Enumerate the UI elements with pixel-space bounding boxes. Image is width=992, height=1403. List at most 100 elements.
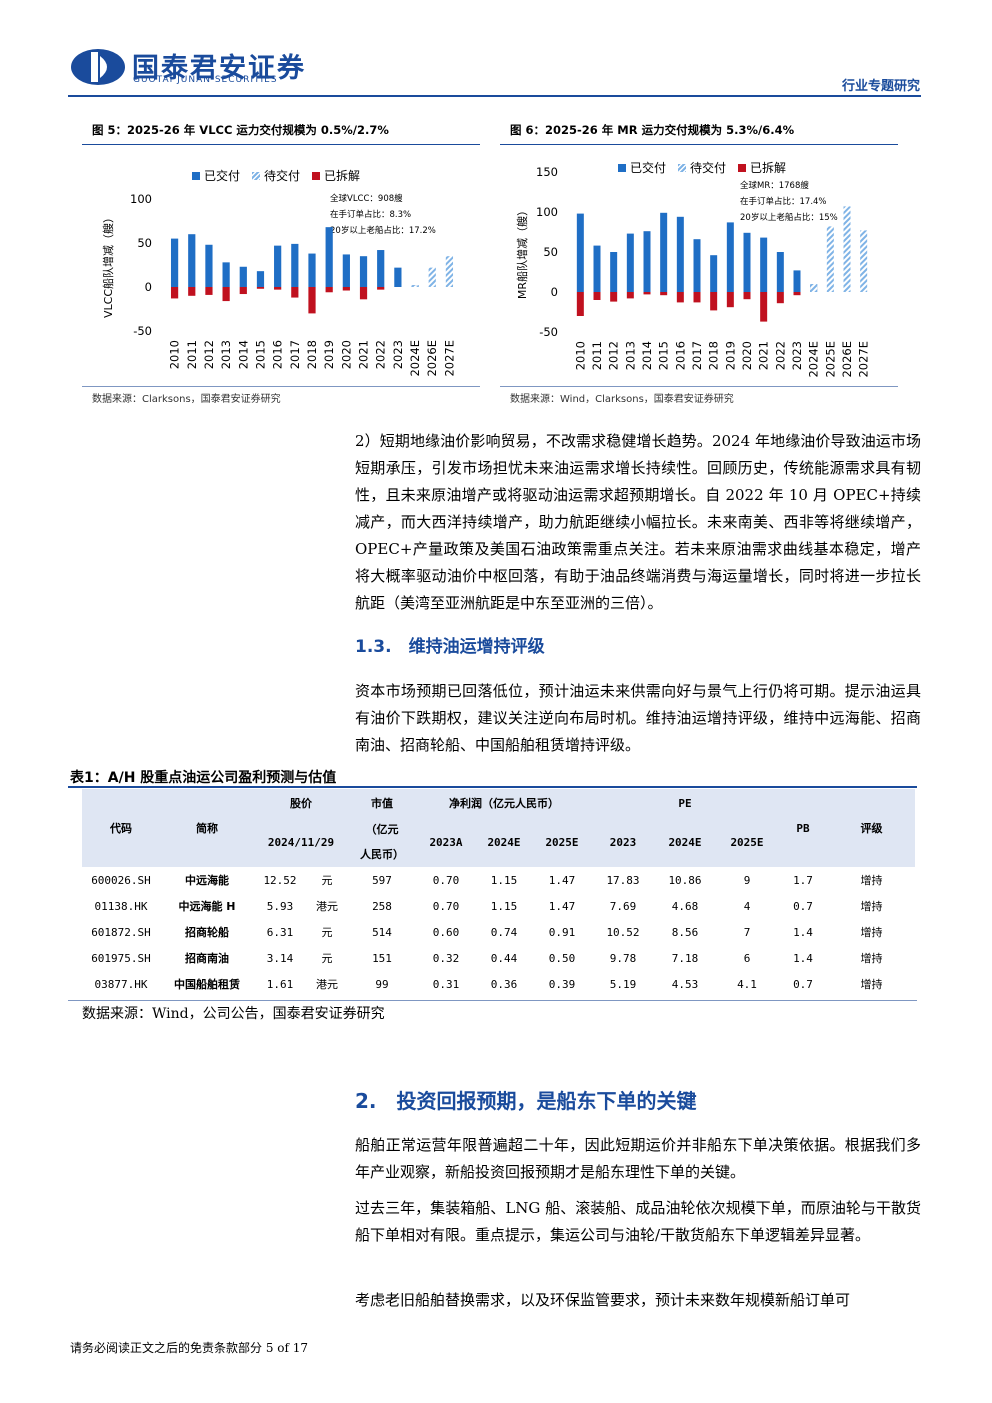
cell-pe2: 4.68 [671,899,699,913]
x-tick-label: 2016 [271,340,285,369]
bar-已交付-2012 [610,252,618,292]
table-top-rule [68,786,917,788]
x-tick-label: 2027E [442,340,456,377]
bar-待交付-2025E [826,226,834,292]
x-tick-label: 2014 [640,341,654,370]
x-tick-label: 2015 [253,340,267,369]
cell-pe3: 7 [743,925,751,939]
y-tick-label: 0 [145,280,152,294]
x-tick-label: 2020 [740,341,754,370]
cell-n2: 0.74 [490,925,518,939]
cell-pe2: 4.53 [671,977,699,991]
cell-price: 5.93 [266,899,294,913]
cell-pb: 0.7 [793,899,813,913]
bar-待交付-2024E [411,285,419,287]
bar-待交付-2026E [843,206,851,292]
page-footer: 请务必阅读正文之后的免责条款部分 5 of 17 [70,1341,309,1355]
paragraph-investment-return: 船舶正常运营年限普遍超二十年，因此短期运价并非船东下单决策依据。根据我们多年产业… [355,1136,921,1181]
cell-n3: 0.39 [548,977,576,991]
cell-n1: 0.70 [432,899,460,913]
bar-已拆解-2021 [359,287,368,300]
figure6-title: 图 6：2025-26 年 MR 运力交付规模为 5.3%/6.4% [510,123,795,137]
bar-已拆解-2017 [291,287,299,298]
bar-已交付-2017 [693,239,701,292]
cell-pe2: 8.56 [671,925,699,939]
header-pe-2024e: 2024E [668,835,702,849]
x-tick-label: 2018 [305,340,319,369]
cell-pb: 1.7 [793,873,813,887]
cell-code: 601975.SH [91,951,151,965]
figure5-bottom-rule [82,386,480,387]
cell-pe2: 10.86 [668,873,702,887]
cell-cur: 港元 [316,900,338,913]
table-row: 600026.SH 中远海能 12.52 元 597 0.70 1.15 1.47 17.83 1… [82,867,915,893]
x-tick-label: 2021 [757,341,771,370]
bar-已交付-2022 [776,252,784,292]
header-np-2023a: 2023A [429,835,463,849]
bar-已拆解-2015 [256,287,265,289]
header-market-cap-unit: （亿元 [365,823,399,836]
x-tick-label: 2025E [823,341,837,378]
figure5-title: 图 5：2025-26 年 VLCC 运力交付规模为 0.5%/2.7% [92,123,389,137]
table-row: 601975.SH 招商南油 3.14 元 151 0.32 0.44 0.50 9.78 7.1… [82,945,915,971]
cell-pe1: 5.19 [609,977,637,991]
cell-name: 招商南油 [185,952,229,965]
header-pe-2025e: 2025E [730,835,764,849]
header-market-cap: 市值 [371,797,393,810]
y-axis-label: VLCC船队增减（艘） [101,212,115,318]
cell-rating: 增持 [860,978,883,991]
x-tick-label: 2011 [185,340,199,369]
cell-price: 6.31 [266,925,294,939]
bar-已交付-2010 [170,238,179,287]
cell-name: 中远海能 [185,874,229,887]
bar-已交付-2023 [394,267,402,287]
bar-已交付-2016 [274,245,282,287]
header-pe-2023: 2023 [609,835,637,849]
bar-已拆解-2015 [660,292,668,296]
cell-mc: 151 [372,951,392,965]
x-tick-label: 2019 [322,340,336,369]
paragraph-rating: 资本市场预期已回落低位，预计油运未来供需向好与景气上行仍将可期。提示油运具有油价… [355,682,921,754]
bar-已交付-2020 [342,254,350,287]
x-tick-label: 2019 [723,341,737,370]
cell-n2: 1.15 [490,899,518,913]
cell-pb: 1.4 [793,925,813,939]
x-tick-label: 2018 [707,341,721,370]
table-title: 表1：A/H 股重点油运公司盈利预测与估值 [70,770,337,786]
bar-已拆解-2012 [205,287,213,295]
report-category: 行业专题研究 [841,79,920,94]
bar-已交付-2017 [291,243,299,287]
bar-已拆解-2018 [308,287,316,314]
header-rating: 评级 [860,822,883,835]
header-price-date: 2024/11/29 [267,835,335,849]
cell-pe3: 4.1 [737,977,757,991]
cell-rating: 增持 [860,900,883,913]
bar-待交付-2027E [445,256,454,287]
cell-n3: 1.47 [548,899,576,913]
x-tick-label: 2014 [236,340,250,369]
bar-已拆解-2022 [776,292,784,304]
x-tick-label: 2013 [219,340,233,369]
x-tick-label: 2021 [357,340,371,369]
bar-已交付-2011 [188,234,196,287]
cell-n3: 0.91 [548,925,576,939]
bar-已交付-2014 [643,231,651,292]
figure5-source: 数据来源：Clarksons，国泰君安证券研究 [92,394,281,405]
cell-pe3: 4 [743,899,751,913]
cell-pe3: 9 [743,873,751,887]
bar-已交付-2021 [359,256,368,287]
figure5-top-rule [82,144,480,145]
bar-已交付-2015 [660,212,668,292]
bar-已交付-2011 [593,245,601,292]
cell-rating: 增持 [860,952,883,965]
cell-mc: 597 [372,873,392,887]
figure5-chart: VLCC船队增减（艘） -50 0 50 100 2010 2011 2012 2013 2014… [101,192,456,377]
cell-n3: 0.50 [548,951,576,965]
bar-待交付-2027E [860,230,868,292]
table-source: 数据来源：Wind，公司公告，国泰君安证券研究 [82,1006,385,1022]
cell-name: 招商轮船 [185,926,229,939]
x-tick-label: 2020 [339,340,353,369]
bar-已交付-2020 [743,232,751,292]
cell-code: 03877.HK [94,977,148,991]
